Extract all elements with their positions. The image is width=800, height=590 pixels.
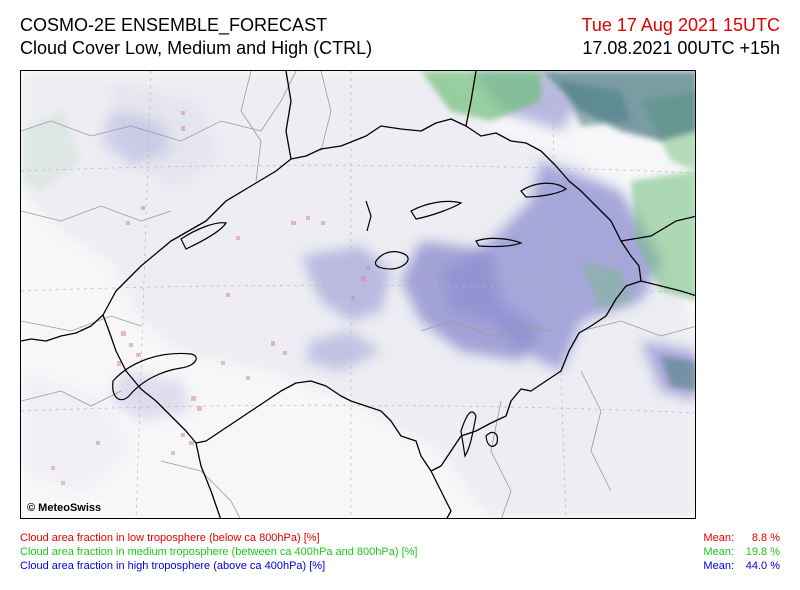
cloud-cover-map[interactable]: © MeteoSwiss	[20, 70, 696, 519]
copyright-label: © MeteoSwiss	[25, 502, 104, 514]
mean-value: 8.8 %	[751, 532, 780, 544]
mean-label: Mean:	[703, 546, 734, 558]
lake-constance	[520, 182, 568, 198]
country-borders	[21, 71, 695, 518]
legend-mean-low: Mean: 8.8 %	[703, 531, 780, 545]
lake-lugano	[485, 431, 498, 447]
legend: Cloud area fraction in low troposphere (…	[20, 531, 780, 573]
legend-mean-medium: Mean: 19.8 %	[703, 545, 780, 559]
map-canvas	[21, 71, 695, 518]
product-title: Cloud Cover Low, Medium and High (CTRL)	[20, 38, 373, 58]
dense-cloud-layer	[541, 71, 695, 391]
legend-row-medium: Cloud area fraction in medium tropospher…	[20, 545, 780, 559]
mean-value: 44.0 %	[745, 560, 780, 572]
title-block: COSMO-2E ENSEMBLE_FORECAST Cloud Cover L…	[20, 14, 372, 60]
legend-mean-high: Mean: 44.0 %	[703, 559, 780, 573]
lakes	[112, 182, 568, 458]
legend-row-high: Cloud area fraction in high troposphere …	[20, 559, 780, 573]
legend-label-low: Cloud area fraction in low troposphere (…	[20, 532, 320, 544]
regional-borders	[21, 71, 695, 518]
lake-neuchatel	[180, 222, 227, 250]
lake-walen	[475, 237, 523, 248]
lat-lon-grid	[21, 71, 695, 518]
legend-row-low: Cloud area fraction in low troposphere (…	[20, 531, 780, 545]
lake-sempach	[365, 200, 372, 232]
lake-maggiore	[460, 411, 477, 458]
low-cloud-layer	[51, 111, 370, 485]
lake-lucerne	[374, 251, 409, 270]
run-info: 17.08.2021 00UTC +15h	[582, 38, 780, 58]
valid-time: Tue 17 Aug 2021 15UTC	[581, 15, 780, 35]
lake-geneva	[112, 352, 197, 401]
mean-label: Mean:	[703, 532, 734, 544]
mean-value: 19.8 %	[745, 546, 780, 558]
lake-zurich	[410, 200, 463, 220]
medium-cloud-layer	[21, 71, 695, 311]
legend-label-high: Cloud area fraction in high troposphere …	[20, 560, 326, 572]
time-block: Tue 17 Aug 2021 15UTC 17.08.2021 00UTC +…	[582, 14, 780, 60]
legend-label-medium: Cloud area fraction in medium tropospher…	[20, 546, 418, 558]
mean-label: Mean:	[703, 560, 734, 572]
model-title: COSMO-2E ENSEMBLE_FORECAST	[20, 15, 328, 35]
